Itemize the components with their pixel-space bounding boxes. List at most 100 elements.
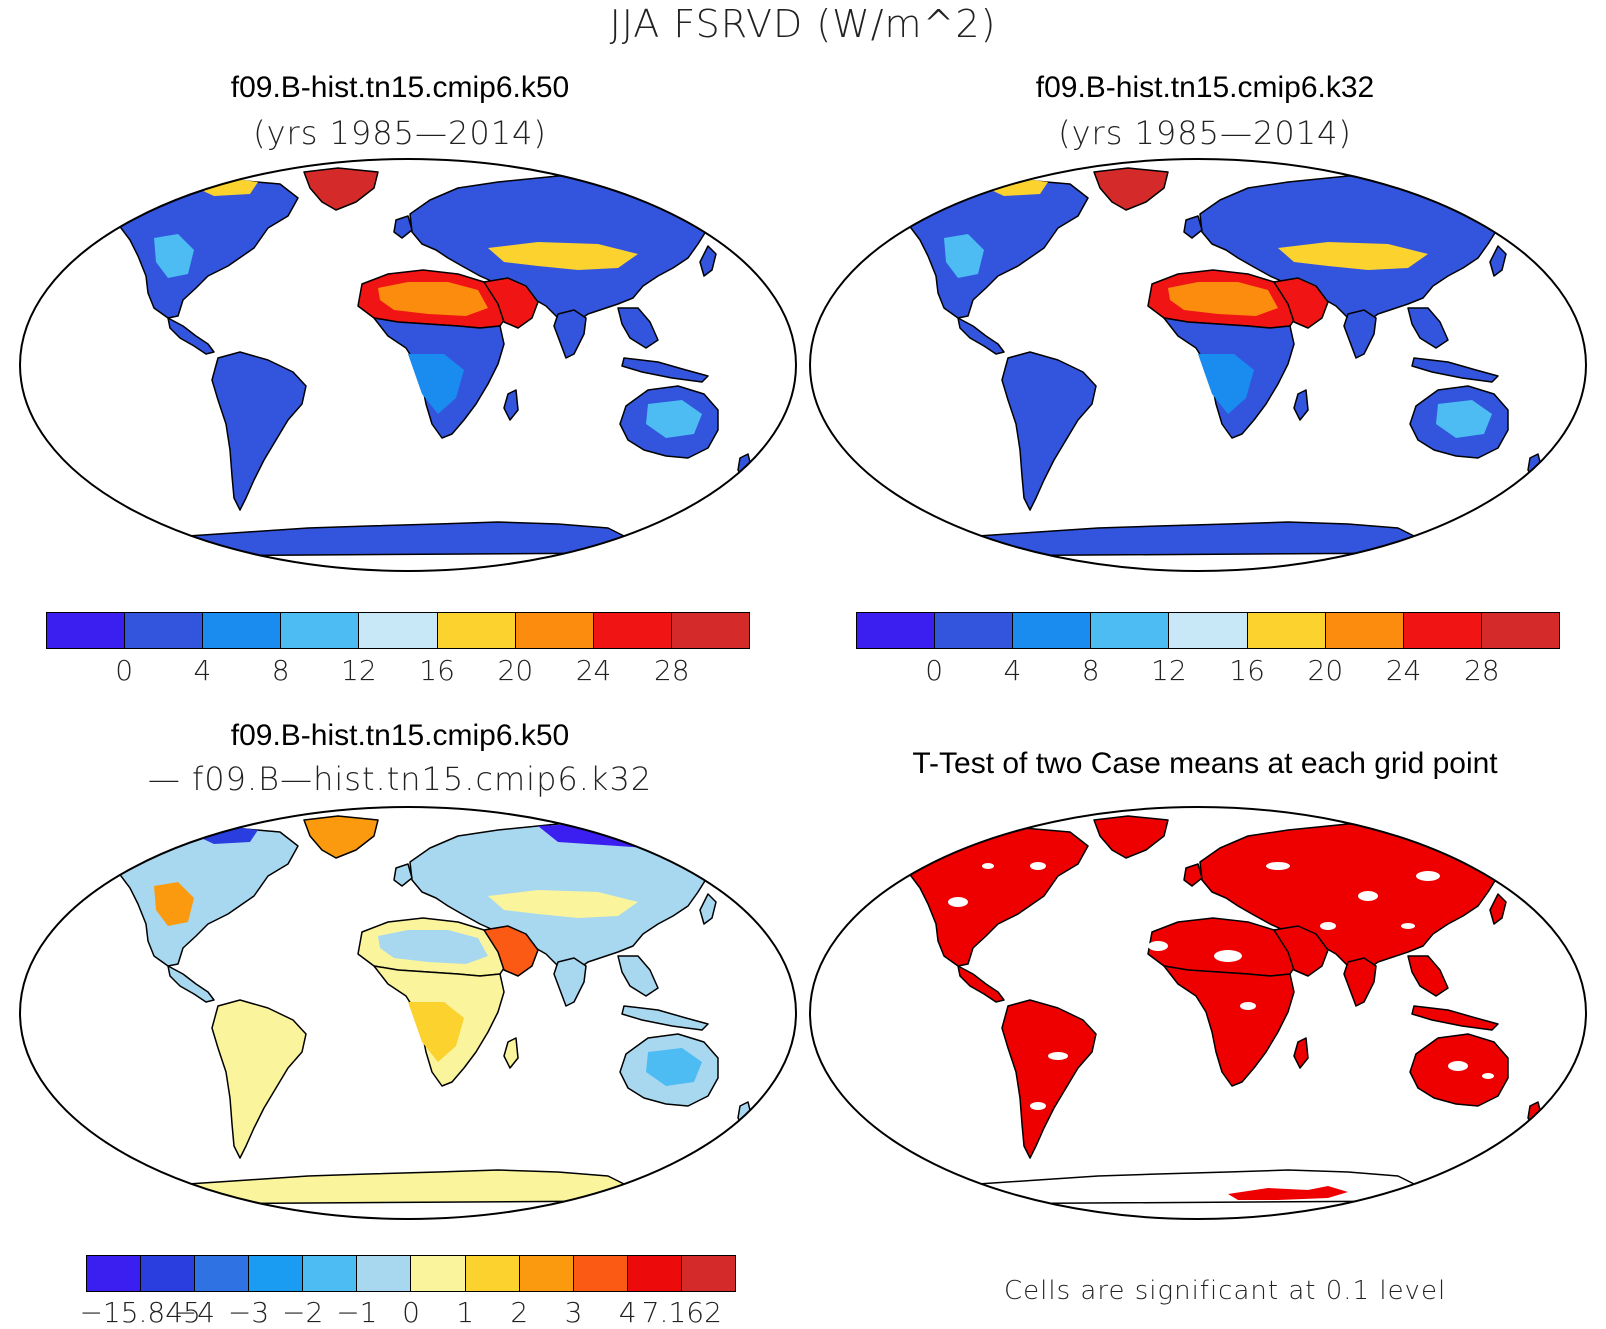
colorbar-cell xyxy=(573,1256,628,1291)
map-frame xyxy=(19,158,797,572)
colorbar-tick-label: −1 xyxy=(336,1296,378,1329)
colorbar-tick-label: 8 xyxy=(1081,654,1100,687)
colorbar-cell xyxy=(141,1256,196,1291)
colorbar-cell xyxy=(125,613,204,648)
colorbar-tick-label: 0 xyxy=(925,654,944,687)
nonsignificant-spot xyxy=(982,863,994,869)
accent-na_hot xyxy=(154,882,194,926)
colorbar-tick-label: 4 xyxy=(1003,654,1022,687)
region-india xyxy=(553,309,587,359)
map-frame xyxy=(19,806,797,1220)
map-land-group xyxy=(97,167,753,557)
accent-sahara_core xyxy=(378,282,488,316)
colorbar-tick-label: 16 xyxy=(419,654,455,687)
accent-australia_inner xyxy=(646,1048,702,1086)
region-se_asia xyxy=(617,955,659,997)
colorbar-tick-label: 3 xyxy=(564,1296,583,1329)
region-antarctica xyxy=(147,1169,629,1205)
colorbar-tick-label: 7.162 xyxy=(641,1296,722,1329)
colorbar-tick-label: 4 xyxy=(618,1296,637,1329)
nonsignificant-spot xyxy=(1416,871,1440,881)
accent-asia_band xyxy=(1278,242,1428,270)
map-land-group xyxy=(887,815,1543,1205)
region-north_america xyxy=(887,827,1089,967)
colorbar-k50 xyxy=(46,612,750,649)
region-japan xyxy=(1489,893,1507,925)
panel-title-k50: f09.B-hist.tn15.cmip6.k50 xyxy=(230,71,570,104)
colorbar-tick-label: 8 xyxy=(271,654,290,687)
nonsignificant-spot xyxy=(1048,1052,1068,1060)
region-antarctica xyxy=(147,521,629,557)
nonsignificant-spot xyxy=(1401,923,1415,929)
region-greenland xyxy=(1093,167,1169,211)
colorbar-cell xyxy=(1325,613,1404,648)
colorbar-tick-label: 2 xyxy=(510,1296,529,1329)
colorbar-cell xyxy=(1247,613,1326,648)
panel-title-ttest: T-Test of two Case means at each grid po… xyxy=(912,747,1498,780)
region-indonesia xyxy=(1411,1005,1499,1031)
colorbar-tick-label: −2 xyxy=(282,1296,324,1329)
colorbar-cell xyxy=(303,1256,358,1291)
colorbar-tick-label: 28 xyxy=(653,654,690,687)
region-madagascar xyxy=(503,1037,519,1069)
colorbar-cell xyxy=(87,1256,142,1291)
region-madagascar xyxy=(503,389,519,421)
nonsignificant-spot xyxy=(1320,922,1336,930)
region-uk xyxy=(393,863,413,887)
map-land-group xyxy=(97,815,753,1205)
region-africa_south xyxy=(1163,965,1295,1087)
colorbar-tick-label: 24 xyxy=(575,654,612,687)
nonsignificant-spot xyxy=(1214,950,1242,962)
colorbar-cell xyxy=(681,1256,735,1291)
nonsignificant-spot xyxy=(1240,1002,1256,1010)
colorbar-tick-label: −15.845 xyxy=(79,1296,201,1329)
region-greenland xyxy=(303,167,379,211)
region-japan xyxy=(699,893,717,925)
colorbar-cell xyxy=(249,1256,304,1291)
colorbar-tick-label: 0 xyxy=(402,1296,420,1329)
colorbar-cell xyxy=(465,1256,520,1291)
colorbar-tick-label: 12 xyxy=(1151,654,1187,687)
region-south_america xyxy=(211,999,307,1159)
colorbar-cell xyxy=(519,1256,574,1291)
region-south_america xyxy=(1001,351,1097,511)
region-central_america xyxy=(957,965,1005,1003)
colorbar-cell xyxy=(1403,613,1482,648)
colorbar-cell xyxy=(411,1256,466,1291)
nonsignificant-spot xyxy=(1448,1061,1468,1071)
map-panel-ttest xyxy=(809,806,1587,1220)
colorbar-cell xyxy=(359,613,438,648)
colorbar-cell xyxy=(357,1256,412,1291)
region-japan xyxy=(699,245,717,277)
region-indonesia xyxy=(621,1005,709,1031)
accent-asia_band xyxy=(488,242,638,270)
map-panel-diff xyxy=(19,806,797,1220)
accent-na_hot xyxy=(154,234,194,278)
region-india xyxy=(1343,957,1377,1007)
accent-asia_band xyxy=(488,890,638,918)
colorbar-tick-label: 0 xyxy=(115,654,134,687)
region-arabia xyxy=(483,925,539,977)
nonsignificant-spot xyxy=(1358,891,1378,901)
nonsignificant-spot xyxy=(1482,1073,1494,1079)
panel-title-k32: f09.B-hist.tn15.cmip6.k32 xyxy=(1035,71,1375,104)
accent-sahara_core xyxy=(378,930,488,964)
region-madagascar xyxy=(1293,1037,1309,1069)
colorbar-tick-label: 28 xyxy=(1463,654,1500,687)
colorbar-cell xyxy=(1013,613,1092,648)
map-frame xyxy=(809,806,1587,1220)
colorbar-tick-label: 24 xyxy=(1385,654,1422,687)
colorbar-cell xyxy=(671,613,749,648)
colorbar-cell xyxy=(195,1256,250,1291)
accent-na_hot xyxy=(944,234,984,278)
region-central_america xyxy=(957,317,1005,355)
significance-note: Cells are significant at 0.1 level xyxy=(1004,1276,1447,1306)
colorbar-tick-label: −4 xyxy=(173,1296,215,1329)
nonsignificant-spot xyxy=(1202,1043,1214,1049)
colorbar-cell xyxy=(627,1256,682,1291)
region-central_america xyxy=(167,317,215,355)
accent-australia_inner xyxy=(1436,400,1492,438)
region-greenland xyxy=(1093,815,1169,859)
accent-africa_mid xyxy=(408,1002,464,1062)
colorbar-tick-label: 1 xyxy=(456,1296,475,1329)
